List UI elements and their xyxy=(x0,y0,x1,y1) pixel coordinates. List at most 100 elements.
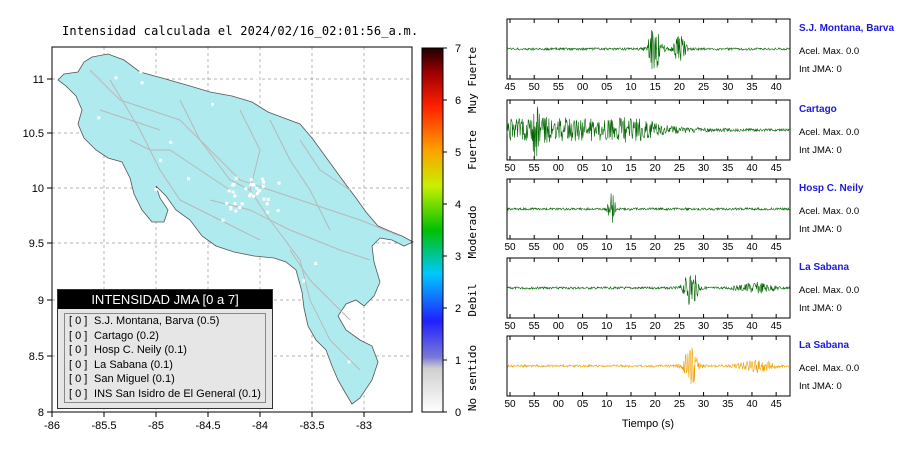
seismogram-trace xyxy=(506,29,791,70)
colorbar-category-label: No sentido xyxy=(466,345,479,411)
seismogram-x-tick-label: 10 xyxy=(625,82,637,93)
town-marker xyxy=(249,178,253,182)
town-marker xyxy=(266,210,270,214)
town-marker xyxy=(261,184,265,188)
seismogram-x-tick-label: 40 xyxy=(746,321,758,332)
seismogram-x-tick-label: 50 xyxy=(504,399,516,410)
town-marker xyxy=(221,218,225,222)
seismogram-x-tick-label: 40 xyxy=(746,242,758,253)
seismogram-x-tick-label: 15 xyxy=(625,163,637,174)
town-marker xyxy=(312,109,316,113)
seismogram-trace xyxy=(506,347,791,385)
colorbar-tick-label: 3 xyxy=(455,251,461,263)
town-marker xyxy=(211,102,215,106)
station-name: Hosp C. Neily xyxy=(799,183,864,194)
town-marker xyxy=(251,194,255,198)
town-marker xyxy=(231,190,235,194)
seismogram-x-tick-label: 35 xyxy=(722,242,734,253)
legend-item-level: [ 0 ] xyxy=(69,344,88,357)
station-max-acceleration: Acel. Max. 0.0 xyxy=(799,46,860,57)
town-marker xyxy=(277,181,281,185)
road-network xyxy=(89,69,401,371)
seismogram-x-tick-label: 15 xyxy=(625,321,637,332)
town-marker xyxy=(258,189,262,193)
colorbar-category-label: Moderado xyxy=(466,206,479,259)
seismogram-x-tick-label: 50 xyxy=(529,82,541,93)
station-jma-intensity: Int JMA: 0 xyxy=(799,381,842,392)
costa-rica-land xyxy=(57,53,414,405)
town-marker xyxy=(327,110,331,114)
seismogram-trace xyxy=(506,106,791,160)
colorbar-category-label: Debil xyxy=(466,283,479,316)
town-marker xyxy=(139,70,143,74)
map-frame xyxy=(51,46,413,413)
seismogram-x-tick-label: 55 xyxy=(529,242,541,253)
colorbar-category-label: Muy Fuerte xyxy=(466,47,479,113)
map-y-tick-label: 8 xyxy=(38,407,44,419)
legend-item-level: [ 0 ] xyxy=(69,387,88,400)
legend-item: [ 0 ] San Miguel (0.1) xyxy=(65,372,265,387)
seismogram-x-tick-label: 05 xyxy=(577,242,589,253)
legend-item-level: [ 0 ] xyxy=(69,315,88,327)
town-marker xyxy=(249,192,253,196)
seismogram-x-tick-label: 30 xyxy=(722,82,734,93)
town-marker xyxy=(234,176,238,180)
seismogram-frame xyxy=(506,99,791,161)
town-marker xyxy=(173,216,177,220)
town-marker xyxy=(256,77,260,81)
seismogram-x-tick-label: 35 xyxy=(722,321,734,332)
seismogram-panel: 50 55 00 05 10 15 20 25 30 35 40 45 xyxy=(504,257,791,332)
station-jma-intensity: Int JMA: 0 xyxy=(799,64,842,75)
map-y-tick-label: 10.5 xyxy=(23,128,44,140)
station-max-acceleration: Acel. Max. 0.0 xyxy=(799,285,860,296)
colorbar-tick-label: 4 xyxy=(455,199,461,211)
seismogram-x-tick-label: 45 xyxy=(771,399,783,410)
colorbar-tick-label: 5 xyxy=(455,147,461,159)
seismogram-x-tick-label: 10 xyxy=(601,321,613,332)
town-marker xyxy=(229,205,233,209)
seismogram-x-tick-label: 00 xyxy=(553,399,565,410)
colorbar-tick-label: 0 xyxy=(455,407,461,419)
map-x-tick-label: -83.5 xyxy=(299,420,324,432)
seismogram-x-tick-label: 55 xyxy=(529,399,541,410)
map-x-tick-label: -84.5 xyxy=(195,420,220,432)
seismogram-panel: 50 55 00 05 10 15 20 25 30 35 40 45 xyxy=(504,335,791,410)
seismogram-x-tick-label: 00 xyxy=(553,321,565,332)
colorbar-tick-label: 7 xyxy=(455,43,461,55)
legend-item-text: San Miguel (0.1) xyxy=(91,373,175,386)
town-marker xyxy=(244,187,248,191)
seismogram-x-tick-label: 30 xyxy=(698,163,710,174)
map-y-tick-label: 10 xyxy=(32,183,44,195)
town-marker xyxy=(314,262,318,266)
town-marker xyxy=(233,194,237,198)
map-title: Intensidad calculada el 2024/02/16_02:01… xyxy=(62,24,419,38)
town-marker xyxy=(250,183,254,187)
legend-title: INTENSIDAD JMA [0 a 7] xyxy=(58,290,272,309)
seismogram-x-tick-label: 25 xyxy=(698,82,710,93)
town-marker xyxy=(232,182,236,186)
seismogram-x-tick-label: 10 xyxy=(601,242,613,253)
town-marker xyxy=(225,201,229,205)
seismogram-x-tick-label: 05 xyxy=(601,82,613,93)
town-marker xyxy=(342,113,346,117)
station-max-acceleration: Acel. Max. 0.0 xyxy=(799,127,860,138)
town-marker xyxy=(169,141,173,145)
seismogram-x-tick-label: 50 xyxy=(504,163,516,174)
seismogram-x-tick-label: 00 xyxy=(553,242,565,253)
station-name: Cartago xyxy=(799,104,837,115)
seismogram-x-tick-label: 45 xyxy=(504,82,516,93)
station-name: S.J. Montana, Barva xyxy=(799,23,895,34)
colorbar-tick-label: 1 xyxy=(455,355,461,367)
town-marker xyxy=(140,81,144,85)
seismogram-x-tick-label: 25 xyxy=(674,399,686,410)
town-marker xyxy=(187,177,191,181)
map-y-tick-label: 11 xyxy=(33,74,44,86)
legend-item-level: [ 0 ] xyxy=(69,329,88,342)
seismogram-x-tick-label: 30 xyxy=(698,399,710,410)
legend-item: [ 0 ] La Sabana (0.1) xyxy=(65,358,265,373)
seismogram-x-tick-label: 55 xyxy=(553,82,565,93)
seismogram-panel: 45 50 55 00 05 10 15 20 25 30 35 40 xyxy=(504,18,791,93)
town-marker xyxy=(255,186,259,190)
legend-list: [ 0 ] S.J. Montana, Barva (0.5)[ 0 ] Car… xyxy=(64,313,266,403)
